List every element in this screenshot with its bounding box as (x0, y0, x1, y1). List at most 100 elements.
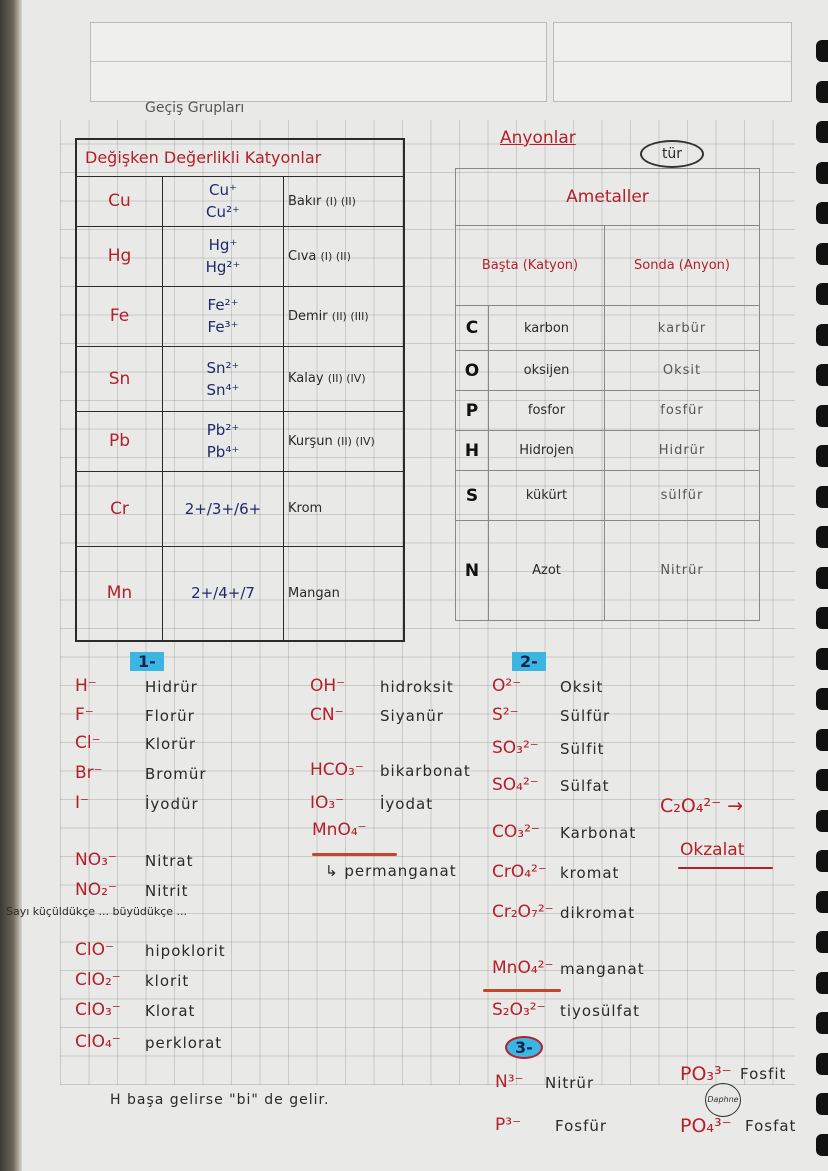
name-cell: Demir (II) (III) (283, 285, 405, 347)
footer-note: H başa gelirse "bi" de gelir. (110, 1092, 330, 1108)
anion-name: hipoklorit (145, 942, 226, 960)
anion-formula: I⁻ (75, 793, 89, 813)
anion-name: Nitrür (604, 520, 760, 621)
anion-formula: OH⁻ (310, 676, 346, 696)
anion-name: Nitrit (145, 882, 189, 900)
anion-formula: IO₃⁻ (310, 793, 345, 813)
name-cell: Krom (283, 470, 405, 547)
anion-formula: P³⁻ (495, 1115, 522, 1135)
ion-cell: Pb²⁺ Pb⁴⁺ (162, 410, 284, 472)
permanganate-underline (312, 853, 397, 856)
anion-formula: NO₃⁻ (75, 850, 117, 870)
anion-name: tiyosülfat (560, 1002, 640, 1020)
anion-name: Siyanür (380, 707, 444, 725)
table-row: Cu Cu⁺ Cu²⁺ Bakır (I) (II) (75, 175, 405, 227)
anion-name: Klorat (145, 1002, 196, 1020)
header-box-right (553, 22, 792, 102)
anion-name: klorit (145, 972, 190, 990)
column-start: Başta (Katyon) (455, 225, 605, 306)
margin-note: Sayı küçüldükçe ... büyüdükçe ... (6, 905, 188, 918)
spiral-hole (816, 242, 828, 265)
element-symbol: Pb (75, 410, 163, 472)
anion-name: İyodat (380, 795, 434, 813)
spiral-hole (816, 1133, 828, 1156)
ion: Cu²⁺ (206, 203, 240, 221)
table-row: N Azot Nitrür (455, 520, 760, 621)
anion-formula: MnO₄⁻ (312, 820, 367, 840)
cation-name: Azot (488, 520, 605, 621)
anion-name: perklorat (145, 1034, 223, 1052)
element-name: Cıva (288, 248, 317, 264)
anion-name: Fosfür (555, 1117, 608, 1135)
anion-name: Klorür (145, 735, 197, 753)
spiral-hole (816, 364, 828, 386)
table-header: Ametaller (455, 168, 760, 226)
table-row: C karbon karbür (455, 305, 760, 351)
table-row: Sn Sn²⁺ Sn⁴⁺ Kalay (II) (IV) (75, 345, 405, 412)
spiral-hole (816, 1012, 828, 1034)
spiral-hole (816, 809, 828, 832)
ion-cell: 2+/4+/7 (162, 545, 284, 642)
anion-name: ↳ permanganat (325, 862, 457, 880)
anion-formula: MnO₄²⁻ (492, 958, 554, 978)
spiral-hole (816, 769, 828, 791)
daphne-logo: Daphne (705, 1083, 741, 1117)
anion-name: Oksit (604, 350, 760, 391)
spiral-hole (816, 971, 828, 994)
element-symbol: S (455, 470, 489, 521)
element-name: Bakır (288, 193, 322, 209)
anion-name: İyodür (145, 795, 199, 813)
spiral-hole (816, 688, 828, 710)
anion-formula: Br⁻ (75, 763, 103, 783)
table-row: P fosfor fosfür (455, 390, 760, 431)
cation-name: karbon (488, 305, 605, 351)
anions-title: Anyonlar (500, 128, 576, 148)
spiral-hole (816, 647, 828, 670)
element-symbol: Mn (75, 545, 163, 642)
table-row: Cr 2+/3+/6+ Krom (75, 470, 405, 547)
anion-formula: Cr₂O₇²⁻ (492, 902, 554, 922)
element-symbol: Hg (75, 225, 163, 287)
name-cell: Kalay (II) (IV) (283, 345, 405, 412)
ion: Hg²⁺ (205, 258, 241, 276)
anion-name: Oksit (560, 678, 604, 696)
anion-formula: PO₃³⁻ (680, 1063, 732, 1085)
ion-cell: Cu⁺ Cu²⁺ (162, 175, 284, 227)
element-symbol: N (455, 520, 489, 621)
anion-name: fosfür (604, 390, 760, 431)
oxalate-formula: C₂O₄²⁻ → (660, 795, 744, 817)
anion-name: sülfür (604, 470, 760, 521)
anion-formula: CrO₄²⁻ (492, 862, 547, 882)
anion-formula: SO₄²⁻ (492, 775, 539, 795)
anion-formula: NO₂⁻ (75, 880, 117, 900)
ion: Fe²⁺ (207, 296, 239, 314)
anion-name: Nitrat (145, 852, 194, 870)
ion-cell: Hg⁺ Hg²⁺ (162, 225, 284, 287)
spiral-hole (816, 161, 828, 184)
table-row: Mn 2+/4+/7 Mangan (75, 545, 405, 642)
anion-name: dikromat (560, 904, 636, 922)
valences: (II) (III) (331, 309, 369, 323)
notebook-left-edge (0, 0, 22, 1171)
spiral-hole (816, 607, 828, 629)
valences: (II) (IV) (336, 434, 375, 448)
spiral-hole (816, 931, 828, 953)
spiral-hole (816, 445, 828, 467)
element-symbol: O (455, 350, 489, 391)
name-cell: Kurşun (II) (IV) (283, 410, 405, 472)
table-row: S kükürt sülfür (455, 470, 760, 521)
anion-name: Nitrür (545, 1074, 595, 1092)
anion-name: Sülfür (560, 707, 611, 725)
element-symbol: Fe (75, 285, 163, 347)
ion: Fe³⁺ (207, 318, 239, 336)
ion: 2+/4+/7 (191, 584, 255, 603)
name-cell: Mangan (283, 545, 405, 642)
spiral-hole (816, 283, 828, 305)
element-name: Kurşun (288, 433, 333, 449)
transition-groups-title: Geçiş Grupları (145, 100, 245, 116)
anion-name: Florür (145, 707, 195, 725)
element-name: Mangan (288, 585, 340, 601)
element-name: Kalay (288, 371, 324, 386)
spiral-hole (816, 1052, 828, 1075)
charge-badge-1: 1- (130, 652, 164, 671)
